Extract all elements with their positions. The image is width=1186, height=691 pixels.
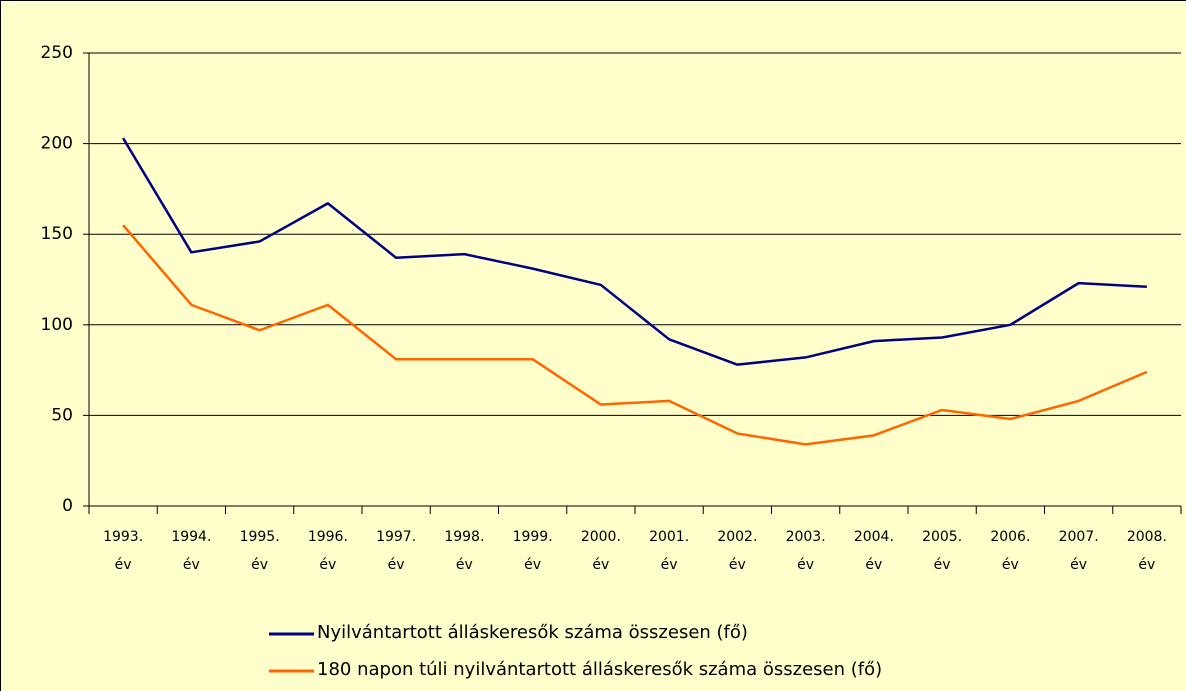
y-tick-label: 150: [41, 224, 73, 244]
x-tick-label: 2007. év: [1058, 529, 1099, 573]
x-tick-label: 2008. év: [1126, 529, 1167, 573]
x-tick-label: 2001. év: [649, 529, 690, 573]
legend-label: 180 napon túli nyilvántartott álláskeres…: [317, 659, 883, 680]
y-tick-label: 250: [41, 43, 73, 63]
x-tick-label: 1998. év: [444, 529, 485, 573]
x-tick-label: 1994. év: [171, 529, 212, 573]
series-line: [122, 137, 1147, 366]
series-line: [122, 224, 1148, 446]
x-tick-label: 1999. év: [512, 529, 553, 573]
x-tick-label: 1996. év: [307, 529, 348, 573]
legend-label: Nyilvántartott álláskeresők száma összes…: [317, 622, 748, 643]
x-tick-label: 2003. év: [785, 529, 826, 573]
x-tick-label: 1995. év: [239, 529, 280, 573]
x-tick-label: 1997. év: [376, 529, 417, 573]
y-tick-label: 50: [51, 405, 73, 425]
x-tick-label: 2006. év: [990, 529, 1031, 573]
y-tick-label: 0: [62, 496, 73, 516]
y-tick-label: 200: [41, 134, 73, 154]
y-tick-label: 100: [41, 315, 73, 335]
x-tick-label: 2005. év: [922, 529, 963, 573]
x-tick-label: 1993. év: [103, 529, 144, 573]
x-tick-label: 2002. év: [717, 529, 758, 573]
x-tick-label: 2000. év: [580, 529, 621, 573]
x-tick-label: 2004. év: [853, 529, 894, 573]
